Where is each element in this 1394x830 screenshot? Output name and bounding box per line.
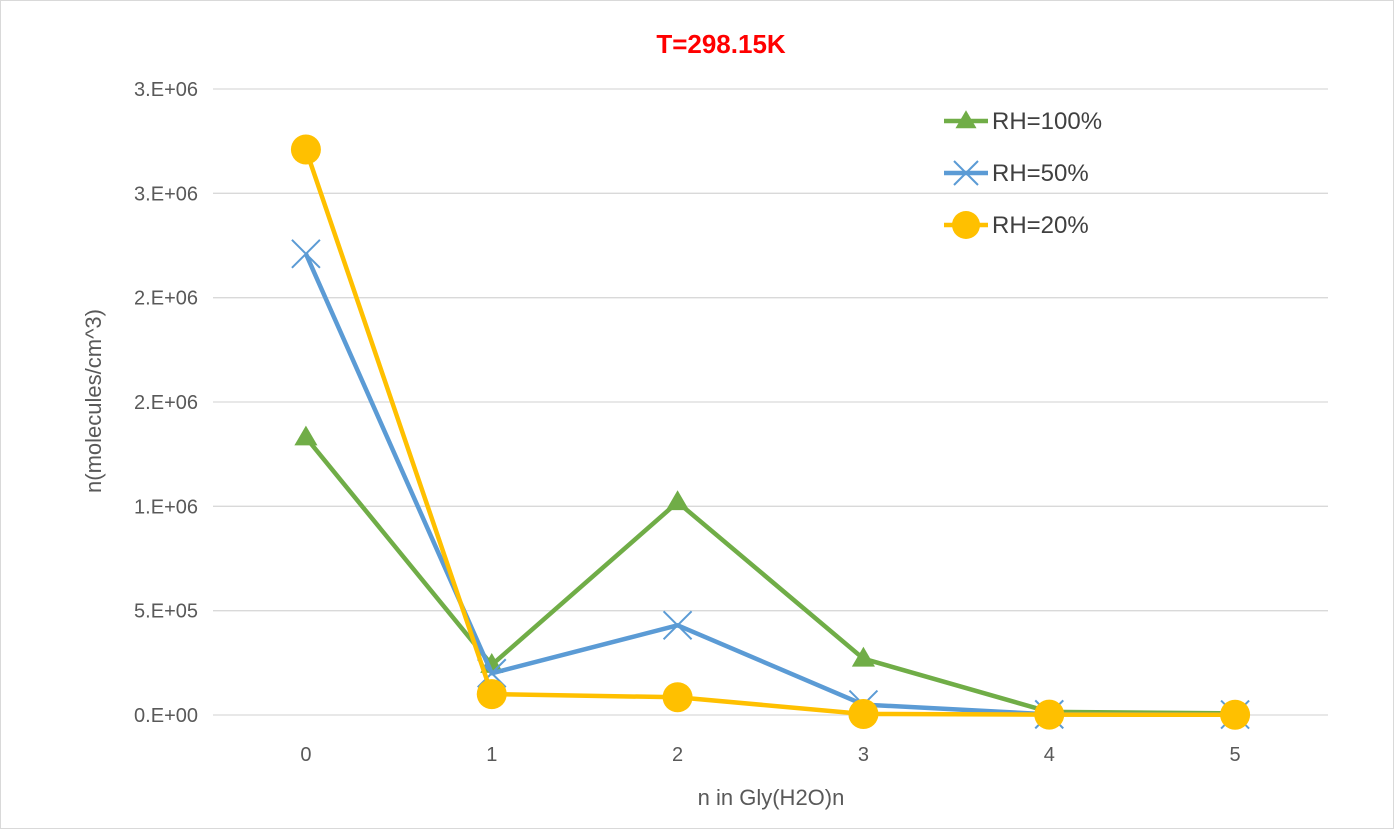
x-tick-label: 0 [300, 744, 311, 766]
y-tick-label: 2.E+06 [134, 288, 198, 310]
y-tick-label: 2.E+06 [134, 392, 198, 414]
data-point [290, 134, 321, 165]
x-tick-label: 3 [858, 744, 869, 766]
series-rh-20 [290, 134, 1251, 730]
y-tick-label: 3.E+06 [134, 183, 198, 205]
data-point [955, 110, 977, 129]
data-point [851, 646, 875, 667]
legend-item: RH=100% [944, 108, 1102, 135]
series-line [303, 252, 1236, 717]
data-point [666, 490, 690, 511]
y-tick-label: 3.E+06 [134, 79, 198, 101]
x-tick-label: 4 [1044, 744, 1055, 766]
series-layer [290, 134, 1251, 730]
data-point [952, 211, 980, 239]
y-tick-label: 1.E+06 [134, 496, 198, 518]
chart-title: T=298.15K [656, 29, 786, 59]
x-tick-label: 5 [1230, 744, 1241, 766]
series-rh-50 [291, 239, 1250, 730]
series-rh-100 [294, 425, 1247, 722]
x-tick-label: 2 [672, 744, 683, 766]
data-point [294, 425, 318, 446]
data-point [662, 610, 693, 640]
gridlines [213, 88, 1328, 716]
y-axis-ticks: 0.E+00 5.E+05 1.E+06 2.E+06 2.E+06 3.E+06 3.E+… [134, 79, 198, 727]
x-axis-ticks: 0 1 2 3 4 5 [300, 744, 1240, 766]
data-point [476, 679, 507, 710]
data-point [1034, 699, 1065, 730]
data-point [953, 160, 979, 186]
data-point [662, 682, 693, 713]
y-tick-label: 0.E+00 [134, 705, 198, 727]
x-tick-label: 1 [486, 744, 497, 766]
x-axis-title: n in Gly(H2O)n [698, 785, 845, 810]
data-point [291, 239, 321, 269]
legend-label: RH=20% [992, 212, 1089, 239]
y-tick-label: 5.E+05 [134, 601, 198, 623]
legend-label: RH=50% [992, 160, 1089, 187]
legend-label: RH=100% [992, 108, 1102, 135]
series-line [304, 436, 1236, 716]
y-axis-title: n(molecules/cm^3) [81, 309, 106, 493]
data-point [848, 698, 879, 729]
series-line [303, 148, 1236, 718]
legend-item: RH=50% [944, 160, 1089, 187]
legend-item: RH=20% [944, 211, 1089, 239]
data-point [1220, 699, 1251, 730]
legend: RH=100% RH=50% RH=20% [944, 108, 1102, 239]
